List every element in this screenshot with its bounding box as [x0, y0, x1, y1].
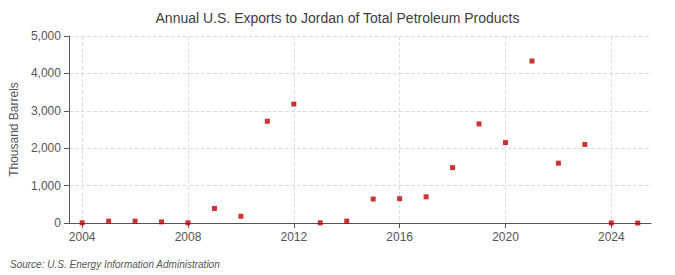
- svg-text:3,000: 3,000: [31, 104, 61, 118]
- svg-text:2024: 2024: [598, 230, 625, 244]
- svg-text:1,000: 1,000: [31, 179, 61, 193]
- svg-text:Source: U.S. Energy Informatio: Source: U.S. Energy Information Administ…: [10, 259, 220, 270]
- svg-text:2008: 2008: [175, 230, 202, 244]
- svg-text:5,000: 5,000: [31, 29, 61, 43]
- svg-text:2,000: 2,000: [31, 141, 61, 155]
- svg-text:0: 0: [54, 216, 61, 230]
- svg-text:2012: 2012: [280, 230, 307, 244]
- svg-text:Thousand Barrels: Thousand Barrels: [7, 82, 21, 177]
- svg-text:2020: 2020: [492, 230, 519, 244]
- svg-text:4,000: 4,000: [31, 66, 61, 80]
- svg-text:Annual U.S. Exports to Jordan: Annual U.S. Exports to Jordan of Total P…: [156, 10, 520, 26]
- svg-text:2004: 2004: [69, 230, 96, 244]
- svg-text:2016: 2016: [386, 230, 413, 244]
